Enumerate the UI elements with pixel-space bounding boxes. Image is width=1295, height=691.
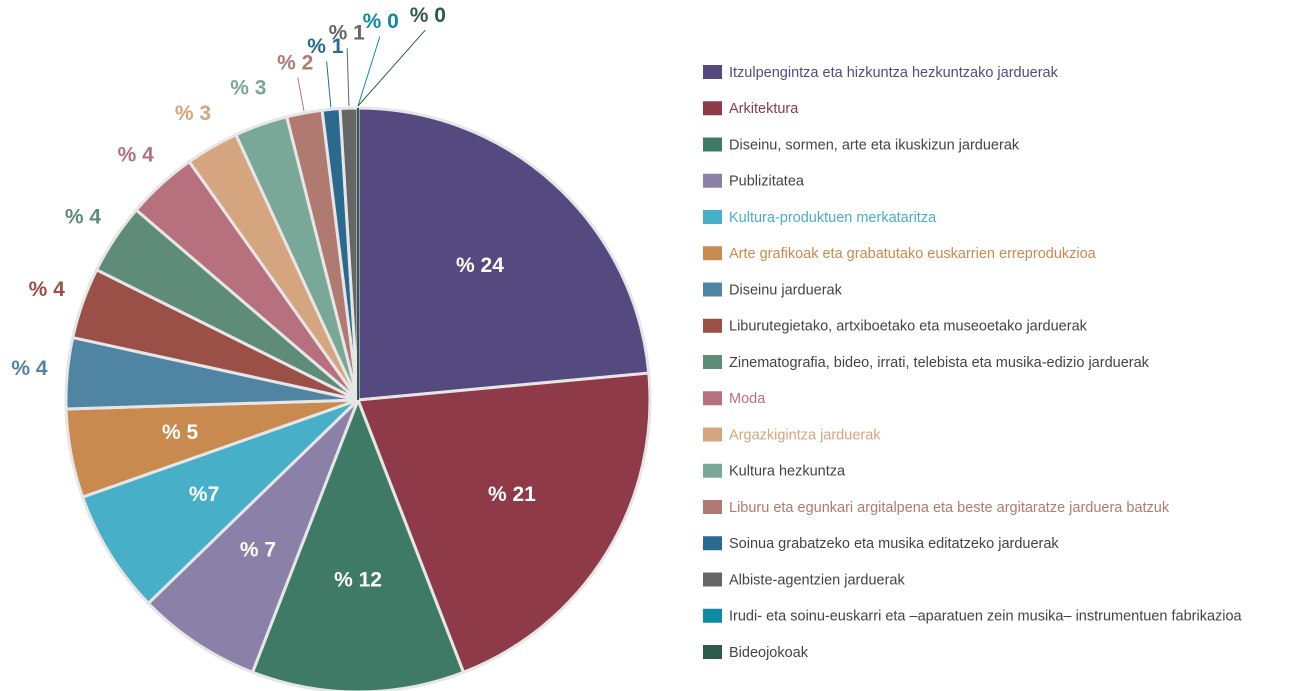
legend-swatch — [703, 536, 722, 551]
data-label: % 4 — [65, 205, 102, 228]
leader-line — [297, 77, 305, 112]
legend-swatch — [703, 173, 722, 188]
data-label: % 4 — [11, 357, 48, 380]
data-label: % 24 — [456, 254, 504, 277]
legend-label: Arkitektura — [729, 101, 799, 117]
data-label: % 21 — [488, 483, 536, 506]
legend-swatch — [703, 318, 722, 333]
data-label: %7 — [189, 483, 219, 506]
leader-line — [357, 29, 426, 107]
legend-swatch — [703, 246, 722, 261]
legend-swatch — [703, 608, 722, 623]
data-label: % 4 — [118, 144, 155, 167]
legend-label: Soinua grabatzeko eta musika editatzeko … — [729, 536, 1059, 552]
legend-label: Publizitatea — [729, 174, 805, 190]
legend-label: Zinematografia, bideo, irrati, telebista… — [729, 355, 1150, 371]
legend-label: Albiste-agentzien jarduerak — [729, 572, 905, 588]
data-label: % 12 — [334, 569, 382, 592]
legend-swatch — [703, 463, 722, 478]
legend-label: Kultura hezkuntza — [729, 464, 846, 480]
pie-slice — [146, 398, 360, 675]
pie-slice — [355, 371, 652, 675]
data-label: % 3 — [230, 76, 266, 99]
legend-swatch — [703, 282, 722, 297]
legend-label: Arte grafikoak eta grabatutako euskarrie… — [729, 246, 1097, 262]
legend-swatch — [703, 65, 722, 79]
leader-line — [326, 61, 332, 108]
data-label: % 4 — [29, 278, 66, 301]
legend-label: Kultura-produktuen merkataritza — [729, 210, 937, 226]
data-label: % 0 — [363, 10, 399, 33]
data-label: % 3 — [175, 102, 211, 125]
legend-label: Moda — [729, 391, 766, 407]
legend-swatch — [703, 645, 722, 659]
legend-swatch — [703, 101, 722, 116]
legend-label: Argazkigintza jarduerak — [729, 427, 881, 443]
pie-slice — [80, 398, 360, 606]
data-label: % 5 — [162, 421, 199, 444]
legend-swatch — [703, 572, 722, 587]
data-label: % 1 — [307, 35, 344, 58]
leader-line — [357, 36, 381, 107]
legend-swatch — [703, 210, 722, 224]
legend-swatch — [703, 137, 722, 152]
legend-swatch — [703, 500, 722, 514]
data-label: % 7 — [240, 538, 276, 561]
legend-label: Diseinu, sormen, arte eta ikuskizun jard… — [729, 137, 1020, 153]
legend-label: Itzulpengintza eta hizkuntza hezkuntzako… — [729, 65, 1059, 81]
legend-label: Bideojokoak — [729, 645, 809, 661]
data-label: % 2 — [277, 51, 313, 74]
pie-slice — [356, 106, 651, 402]
leader-line — [346, 48, 350, 107]
legend-swatch — [703, 391, 722, 406]
legend-label: Liburutegietako, artxiboetako eta museoe… — [729, 319, 1088, 335]
legend-swatch — [703, 355, 722, 369]
legend-label: Irudi- eta soinu-euskarri eta –aparatuen… — [729, 609, 1243, 625]
legend-label: Liburu eta egunkari argitalpena eta best… — [729, 500, 1170, 516]
legend-label: Diseinu jarduerak — [729, 282, 843, 298]
pie-slice — [250, 395, 466, 691]
data-label: % 0 — [410, 4, 446, 27]
legend-swatch — [703, 427, 722, 442]
data-label: % 1 — [329, 22, 366, 45]
